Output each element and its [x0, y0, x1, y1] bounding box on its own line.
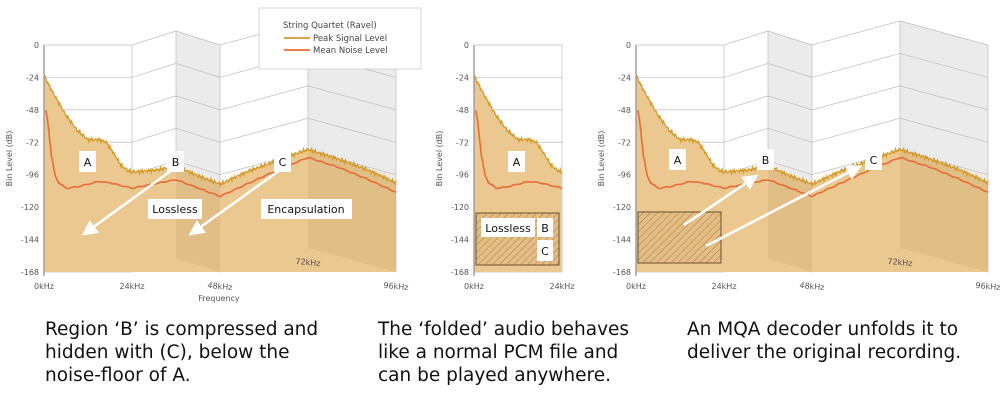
caption-right: An MQA decoder unfolds it to deliver the… — [687, 318, 987, 364]
y-tick-label: 0 — [626, 41, 631, 50]
y-tick-label: -96 — [26, 171, 39, 180]
legend-title: String Quartet (Ravel) — [283, 21, 377, 31]
label-lossless: Lossless — [485, 222, 531, 235]
y-axis-title: Bin Level (dB) — [597, 131, 606, 187]
gridline — [636, 85, 989, 111]
x-tick-label: 96kHz — [975, 281, 1000, 292]
y-tick-label: -96 — [618, 171, 631, 180]
arrow-b-down — [81, 168, 173, 236]
gridline — [636, 20, 989, 46]
y-tick-label: -48 — [618, 106, 631, 115]
caption-line: noise-floor of A. — [45, 365, 191, 386]
peak-signal-line — [43, 74, 397, 188]
caption-line: An MQA decoder unfolds it to — [687, 319, 959, 340]
caption-line: Region ‘B’ is compressed and — [45, 319, 319, 340]
caption-line: deliver the original recording. — [687, 342, 962, 363]
arrow-b-up — [683, 174, 759, 227]
caption-line: The ‘folded’ audio behaves — [378, 319, 630, 340]
legend-peak-label: Peak Signal Level — [313, 34, 387, 44]
label-c: C — [870, 154, 878, 167]
x-tick-label: 0kHz — [464, 282, 484, 291]
label-b: B — [541, 222, 549, 235]
mean-noise-line — [475, 110, 563, 190]
y-axis-title: Bin Level (dB) — [5, 131, 14, 187]
y-tick-label: -168 — [613, 268, 631, 277]
y-tick-label: 0 — [464, 41, 469, 50]
gridline — [44, 85, 397, 111]
arrow-c-down — [188, 168, 281, 236]
x-tick-label: 48kHz — [207, 281, 233, 292]
gridline — [636, 53, 989, 78]
arrow-c-up — [705, 165, 862, 248]
mean-noise-line — [45, 110, 397, 198]
caption-line: like a normal PCM file and — [378, 342, 619, 363]
label-c: C — [279, 156, 287, 169]
peak-signal-line — [473, 74, 563, 175]
label-b: B — [762, 154, 770, 167]
caption-line: hidden with (C), below the — [45, 342, 290, 363]
y-tick-label: -120 — [451, 203, 469, 212]
x-tick-label: 72kHz — [887, 257, 913, 268]
label-a: A — [84, 156, 92, 169]
legend: String Quartet (Ravel) Peak Signal Level… — [258, 7, 422, 70]
y-axis-title: Bin Level (dB) — [435, 131, 444, 187]
label-a: A — [513, 156, 521, 169]
x-tick-label: 24kHz — [711, 282, 736, 291]
x-tick-label: 24kHz — [119, 282, 144, 291]
x-tick-label: 0kHz — [626, 282, 646, 291]
y-tick-label: -24 — [456, 73, 469, 82]
label-lossless: Lossless — [152, 203, 198, 216]
label-a: A — [674, 154, 682, 167]
y-tick-label: -72 — [26, 138, 39, 147]
label-encapsulation: Encapsulation — [267, 203, 344, 216]
y-tick-label: -72 — [618, 138, 631, 147]
x-tick-label: 72kHz — [295, 257, 321, 268]
y-tick-label: -24 — [618, 73, 631, 82]
signal-area — [44, 74, 396, 272]
panel3-annotations: A B C — [637, 149, 882, 264]
y-tick-label: -96 — [456, 171, 469, 180]
x-tick-label: 0kHz — [34, 282, 54, 291]
y-tick-label: -24 — [26, 73, 39, 82]
y-tick-label: -120 — [613, 203, 631, 212]
hatched-region-bc — [637, 211, 722, 264]
gridline — [636, 117, 989, 143]
x-tick-label: 24kHz — [549, 282, 574, 291]
legend-noise-label: Mean Noise Level — [313, 46, 388, 56]
y-tick-label: -48 — [26, 106, 39, 115]
y-tick-label: -144 — [21, 236, 39, 245]
caption-middle: The ‘folded’ audio behaves like a normal… — [378, 318, 678, 387]
label-c: C — [541, 245, 549, 258]
x-axis-title: Frequency — [198, 294, 240, 303]
panel-unfolded-spectrum: 0 -24 -48 -72 -96 -120 -144 -168 Bin Level (dB) 0… — [597, 20, 1000, 292]
panel1-annotations: A B C Lossless Encapsulation Frequency — [79, 151, 352, 303]
y-tick-label: -72 — [456, 138, 469, 147]
y-tick-label: -168 — [21, 268, 39, 277]
y-tick-label: -144 — [451, 236, 469, 245]
caption-line: can be played anywhere. — [378, 365, 612, 386]
y-tick-label: -48 — [456, 106, 469, 115]
y-tick-label: 0 — [34, 41, 39, 50]
gridline — [44, 117, 397, 143]
y-tick-label: -120 — [21, 203, 39, 212]
y-tick-label: -144 — [613, 236, 631, 245]
mean-noise-line — [637, 110, 989, 198]
y-tick-label: -168 — [451, 268, 469, 277]
label-b: B — [172, 156, 180, 169]
shaded-fold-area — [900, 148, 988, 272]
panel2-annotations: A Lossless B C — [475, 151, 560, 266]
x-tick-label: 96kHz — [383, 281, 409, 292]
signal-area — [636, 74, 988, 272]
peak-signal-line — [635, 74, 989, 188]
x-tick-label: 48kHz — [799, 281, 825, 292]
caption-left: Region ‘B’ is compressed and hidden with… — [45, 318, 345, 387]
